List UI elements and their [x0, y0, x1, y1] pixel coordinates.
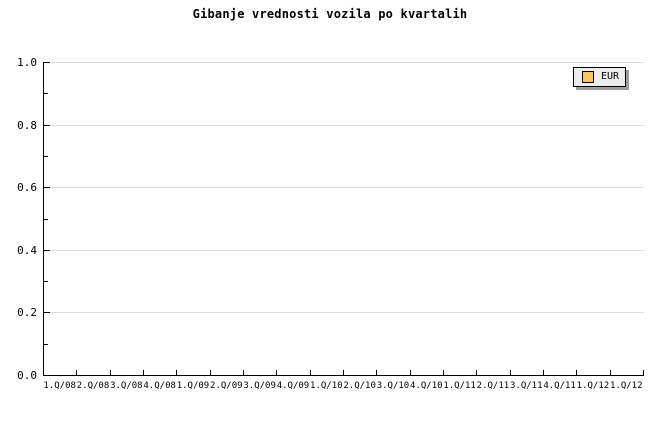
- y-axis-label: 0.0: [17, 369, 37, 382]
- gridline: [44, 312, 644, 313]
- x-tick: [376, 370, 377, 375]
- legend-swatch-eur: [582, 71, 594, 83]
- y-major-tick: [44, 187, 50, 188]
- x-tick: [210, 370, 211, 375]
- y-axis-label: 1.0: [17, 56, 37, 69]
- x-axis-label: 4.Q/10: [410, 381, 443, 391]
- x-axis-label: 4.Q/09: [276, 381, 310, 391]
- x-tick: [343, 370, 344, 375]
- gridline: [44, 62, 644, 63]
- x-tick: [576, 370, 577, 375]
- x-axis-label: 1.Q/11: [443, 381, 476, 391]
- legend-label-eur: EUR: [601, 71, 620, 82]
- gridline: [44, 250, 644, 251]
- x-axis-label: 2.Q/09: [210, 381, 243, 391]
- x-tick: [176, 370, 177, 375]
- x-tick: [110, 370, 111, 375]
- x-tick: [143, 370, 144, 375]
- chart-title: Gibanje vrednosti vozila po kvartalih: [192, 7, 468, 21]
- x-tick: [243, 370, 244, 375]
- gridline: [44, 187, 644, 188]
- x-axis-label: 2.Q/10: [343, 381, 376, 391]
- x-tick: [443, 370, 444, 375]
- x-axis-label: 4.Q/08: [143, 381, 176, 391]
- y-major-tick: [44, 375, 50, 376]
- x-tick: [610, 370, 611, 375]
- legend-box: EUR: [573, 67, 626, 87]
- x-axis-label: 4.Q/11: [543, 381, 576, 391]
- x-axis-label: 1.Q/08: [43, 381, 76, 391]
- y-axis-label: 0.8: [17, 119, 37, 132]
- x-tick: [276, 370, 277, 375]
- y-major-tick: [44, 125, 50, 126]
- x-tick: [643, 370, 644, 375]
- x-tick: [410, 370, 411, 375]
- x-axis-label: 1.Q/10: [310, 381, 343, 391]
- x-axis-label: 3.Q/11: [510, 381, 543, 391]
- y-minor-tick: [44, 344, 48, 345]
- y-minor-tick: [44, 281, 48, 282]
- x-axis-label: 1.Q/12: [576, 381, 610, 391]
- plot-area: [43, 62, 644, 376]
- y-major-tick: [44, 62, 50, 63]
- x-tick: [543, 370, 544, 375]
- y-axis-label: 0.2: [17, 306, 37, 319]
- x-axis-label: 3.Q/08: [110, 381, 143, 391]
- x-tick: [510, 370, 511, 375]
- x-tick: [76, 370, 77, 375]
- x-axis-label: 2.Q/11: [476, 381, 510, 391]
- y-major-tick: [44, 250, 50, 251]
- x-axis-label: 2.Q/08: [76, 381, 110, 391]
- y-minor-tick: [44, 219, 48, 220]
- y-axis-label: 0.6: [17, 181, 37, 194]
- x-axis-label: 3.Q/09: [243, 381, 276, 391]
- y-major-tick: [44, 312, 50, 313]
- y-axis-label: 0.4: [17, 244, 37, 257]
- x-tick: [476, 370, 477, 375]
- gridline: [44, 125, 644, 126]
- x-axis-label: 1.Q/12: [609, 381, 643, 391]
- x-tick: [310, 370, 311, 375]
- x-axis-label: 3.Q/10: [376, 381, 410, 391]
- y-minor-tick: [44, 156, 48, 157]
- y-minor-tick: [44, 93, 48, 94]
- x-axis-label: 1.Q/09: [176, 381, 210, 391]
- x-axis-labels: 1.Q/08 2.Q/08 3.Q/08 4.Q/08 1.Q/09 2.Q/09 3.Q/…: [43, 381, 643, 393]
